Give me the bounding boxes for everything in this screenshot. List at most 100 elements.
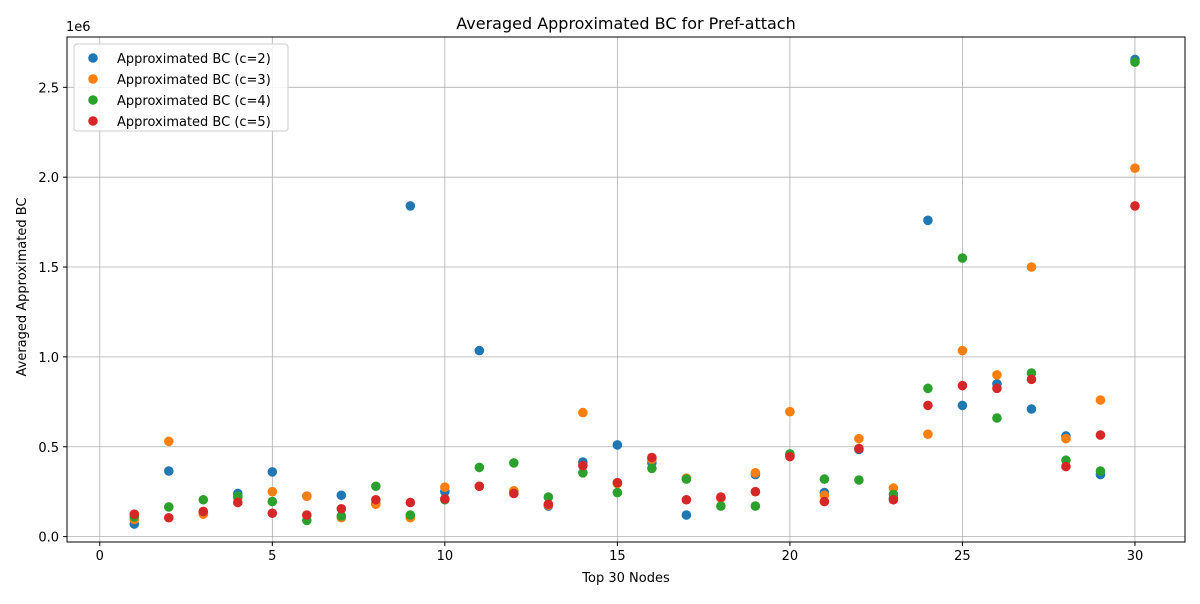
plot-frame xyxy=(66,36,1186,543)
legend-items: Approximated BC (c=2) Approximated BC (c=… xyxy=(88,52,271,130)
data-point xyxy=(336,511,347,521)
data-point xyxy=(267,496,278,507)
x-tick-label: 30 xyxy=(1127,549,1144,564)
data-point xyxy=(198,494,209,505)
data-point xyxy=(267,467,278,477)
data-point xyxy=(1026,404,1037,414)
x-tick-label: 5 xyxy=(268,549,276,564)
grid-layer xyxy=(67,37,1185,542)
data-point xyxy=(923,383,933,394)
data-point xyxy=(1095,430,1106,440)
data-point xyxy=(578,460,588,471)
data-point xyxy=(371,494,381,505)
data-point xyxy=(267,486,278,497)
y-tick-label: 1.0 xyxy=(38,351,59,366)
x-tick-label: 15 xyxy=(609,549,626,564)
data-point xyxy=(957,400,968,411)
data-point xyxy=(302,491,312,501)
y-multiplier-label: 1e6 xyxy=(66,20,91,35)
data-point xyxy=(302,510,312,520)
data-point xyxy=(1095,466,1106,476)
x-axis-label: Top 30 Nodes xyxy=(581,571,670,586)
data-point xyxy=(543,492,554,502)
data-point xyxy=(854,433,864,444)
legend-marker xyxy=(88,116,98,126)
data-point xyxy=(750,468,761,478)
x-tick-label: 20 xyxy=(782,549,799,564)
data-point xyxy=(509,488,519,499)
data-point xyxy=(647,452,657,463)
data-point xyxy=(888,494,899,505)
y-tick-label: 2.0 xyxy=(38,171,59,186)
data-point xyxy=(163,466,174,476)
data-point xyxy=(474,462,485,473)
data-point xyxy=(785,451,795,462)
y-tick-label: 1.5 xyxy=(38,261,59,276)
legend-marker xyxy=(88,53,98,63)
legend-marker xyxy=(88,74,98,84)
data-point xyxy=(612,487,623,498)
legend-entry-label: Approximated BC (c=3) xyxy=(117,73,271,88)
data-point xyxy=(647,463,657,474)
y-tick-label: 0.0 xyxy=(38,531,59,546)
data-point xyxy=(440,482,450,492)
data-point xyxy=(1130,201,1140,211)
y-axis-label: Averaged Approximated BC xyxy=(15,198,30,377)
data-point xyxy=(543,499,554,510)
data-point xyxy=(957,253,968,263)
data-point xyxy=(163,502,174,512)
chart-title: Averaged Approximated BC for Pref-attach xyxy=(456,14,796,33)
data-point xyxy=(1130,57,1140,67)
legend: Approximated BC (c=2) Approximated BC (c=… xyxy=(73,43,289,132)
data-point xyxy=(819,474,830,484)
x-tick-label: 25 xyxy=(954,549,971,564)
data-point xyxy=(129,509,140,519)
data-point xyxy=(681,474,692,484)
data-point xyxy=(681,494,692,505)
data-point xyxy=(474,345,485,356)
data-point xyxy=(716,501,726,511)
data-points-layer xyxy=(129,54,1140,529)
data-point xyxy=(336,503,347,514)
data-point xyxy=(440,494,450,504)
legend-entry-label: Approximated BC (c=4) xyxy=(117,94,271,109)
data-point xyxy=(681,510,692,520)
data-point xyxy=(267,508,278,519)
legend-entry-label: Approximated BC (c=5) xyxy=(117,115,271,130)
y-tick-label: 0.5 xyxy=(38,441,59,456)
ticks-layer: 0 5 10 15 20 25 30 0.0 0.5 1.0 1.5 2.0 2.5 xyxy=(38,81,1143,564)
data-point xyxy=(819,496,830,507)
data-point xyxy=(957,380,968,391)
y-tick-label: 2.5 xyxy=(38,81,59,96)
data-point xyxy=(405,510,416,520)
data-point xyxy=(1061,433,1071,444)
data-point xyxy=(336,490,347,501)
data-point xyxy=(163,512,174,523)
data-point xyxy=(750,501,761,511)
data-point xyxy=(371,481,381,492)
legend-entry-label: Approximated BC (c=2) xyxy=(117,52,271,67)
data-point xyxy=(854,443,864,454)
data-point xyxy=(1026,262,1037,272)
data-point xyxy=(233,497,243,508)
data-point xyxy=(923,215,933,226)
legend-box xyxy=(73,43,289,132)
data-point xyxy=(198,506,209,517)
data-point xyxy=(992,370,1002,380)
data-point xyxy=(1026,374,1037,385)
data-point xyxy=(163,436,174,447)
data-point xyxy=(854,475,864,485)
data-point xyxy=(957,345,968,356)
legend-marker xyxy=(88,95,98,105)
data-point xyxy=(716,492,726,502)
x-tick-label: 0 xyxy=(96,549,104,564)
data-point xyxy=(1130,163,1140,173)
data-point xyxy=(992,413,1002,423)
data-point xyxy=(612,477,623,488)
x-tick-label: 10 xyxy=(437,549,454,564)
data-point xyxy=(474,481,485,492)
data-point xyxy=(405,201,416,211)
data-point xyxy=(992,383,1002,394)
